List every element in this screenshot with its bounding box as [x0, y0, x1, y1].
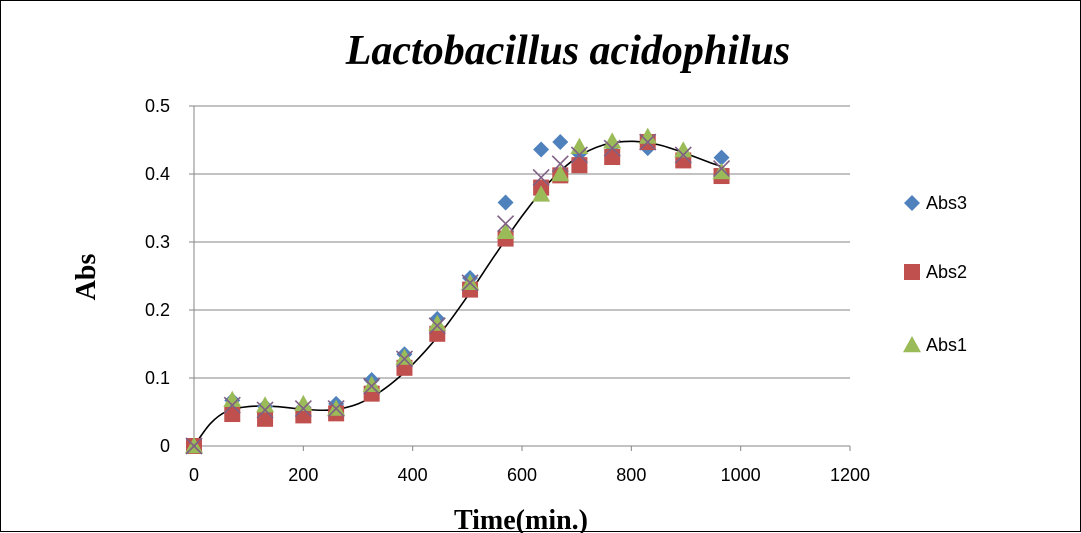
y-tick-label: 0	[160, 436, 170, 456]
abs2-point	[295, 407, 312, 424]
x-marker-stroke	[603, 139, 621, 157]
abs1-point	[395, 348, 414, 365]
abs2-point	[604, 149, 621, 165]
x-marker-stroke	[551, 155, 569, 173]
abs3-point	[552, 134, 569, 151]
y-tick-label: 0.3	[145, 232, 170, 252]
abs3-point	[713, 149, 730, 166]
series-point	[256, 401, 274, 419]
abs1-point	[294, 394, 313, 412]
x-marker-stroke	[256, 401, 274, 419]
abs1-point	[532, 185, 551, 202]
legend-marker-abs1	[903, 336, 921, 353]
x-marker-stroke	[570, 146, 588, 164]
series-point	[497, 215, 515, 233]
trendline	[193, 140, 725, 447]
abs1-point	[496, 222, 515, 239]
series-point	[532, 168, 550, 186]
abs1-point	[362, 375, 381, 392]
chart-title: Lactobacillus acidophilus	[345, 28, 791, 74]
y-axis-title: Abs	[71, 254, 102, 301]
series-point	[551, 155, 569, 173]
abs1-point	[428, 314, 447, 331]
series-point	[363, 377, 381, 395]
legend-label-abs1: Abs1	[926, 335, 967, 355]
y-tick-label: 0.4	[145, 164, 170, 184]
x-marker-stroke	[497, 215, 515, 233]
series-point	[223, 396, 241, 414]
series-point	[674, 146, 692, 164]
series-point	[712, 159, 731, 178]
x-marker-stroke	[428, 317, 446, 335]
x-marker-stroke	[674, 146, 692, 164]
abs2-point	[571, 157, 588, 174]
series-point	[327, 400, 345, 418]
legend-marker-abs2	[904, 264, 920, 280]
axes: 0 0.1 0.2 0.3 0.4 0.5 0 200 400 600 800 1000 1200	[145, 96, 870, 485]
abs3-point	[497, 194, 514, 211]
x-marker-stroke	[532, 168, 550, 186]
data-marks	[185, 127, 731, 455]
series-point	[570, 146, 588, 164]
x-tick-label: 1200	[830, 465, 870, 485]
series-point	[395, 350, 414, 368]
y-tick-label: 0.2	[145, 300, 170, 320]
legend: Abs3 Abs2 Abs1	[903, 193, 967, 355]
x-tick-label: 400	[398, 465, 428, 485]
legend-label-abs3: Abs3	[926, 193, 967, 213]
abs1-point	[674, 141, 693, 158]
x-tick-label: 800	[616, 465, 646, 485]
x-marker-stroke	[185, 437, 203, 455]
series-point	[294, 400, 312, 418]
x-marker-stroke	[327, 400, 345, 418]
abs1-point	[551, 165, 570, 182]
trendline-layer	[193, 140, 725, 447]
x-tick-label: 200	[288, 465, 318, 485]
legend-label-abs2: Abs2	[926, 262, 967, 282]
series-point	[461, 274, 479, 292]
abs3-point	[533, 141, 550, 158]
series-point	[639, 133, 657, 151]
x-marker-stroke	[363, 377, 381, 395]
gridlines	[194, 105, 850, 379]
x-marker-stroke	[639, 133, 657, 151]
series-point	[185, 437, 203, 455]
x-marker-stroke	[712, 159, 731, 178]
abs2-point	[224, 406, 241, 423]
x-marker-stroke	[223, 396, 241, 414]
x-marker-stroke	[395, 350, 414, 368]
x-marker-stroke	[461, 274, 479, 292]
x-tick-label: 1000	[721, 465, 761, 485]
abs1-point	[638, 127, 657, 144]
x-marker-stroke	[294, 400, 312, 418]
abs2-point	[257, 410, 274, 427]
abs1-point	[603, 132, 622, 149]
series-point	[603, 139, 621, 157]
x-axis-title: Time(min.)	[454, 505, 588, 533]
y-tick-label: 0.5	[145, 96, 170, 116]
abs1-point	[570, 137, 589, 154]
x-tick-label: 0	[189, 465, 199, 485]
abs1-point	[712, 162, 731, 180]
abs1-point	[256, 396, 275, 413]
y-tick-label: 0.1	[145, 368, 170, 388]
x-tick-label: 600	[507, 465, 537, 485]
abs1-point	[223, 390, 242, 407]
series-point	[428, 317, 446, 335]
legend-marker-abs3	[904, 195, 920, 211]
